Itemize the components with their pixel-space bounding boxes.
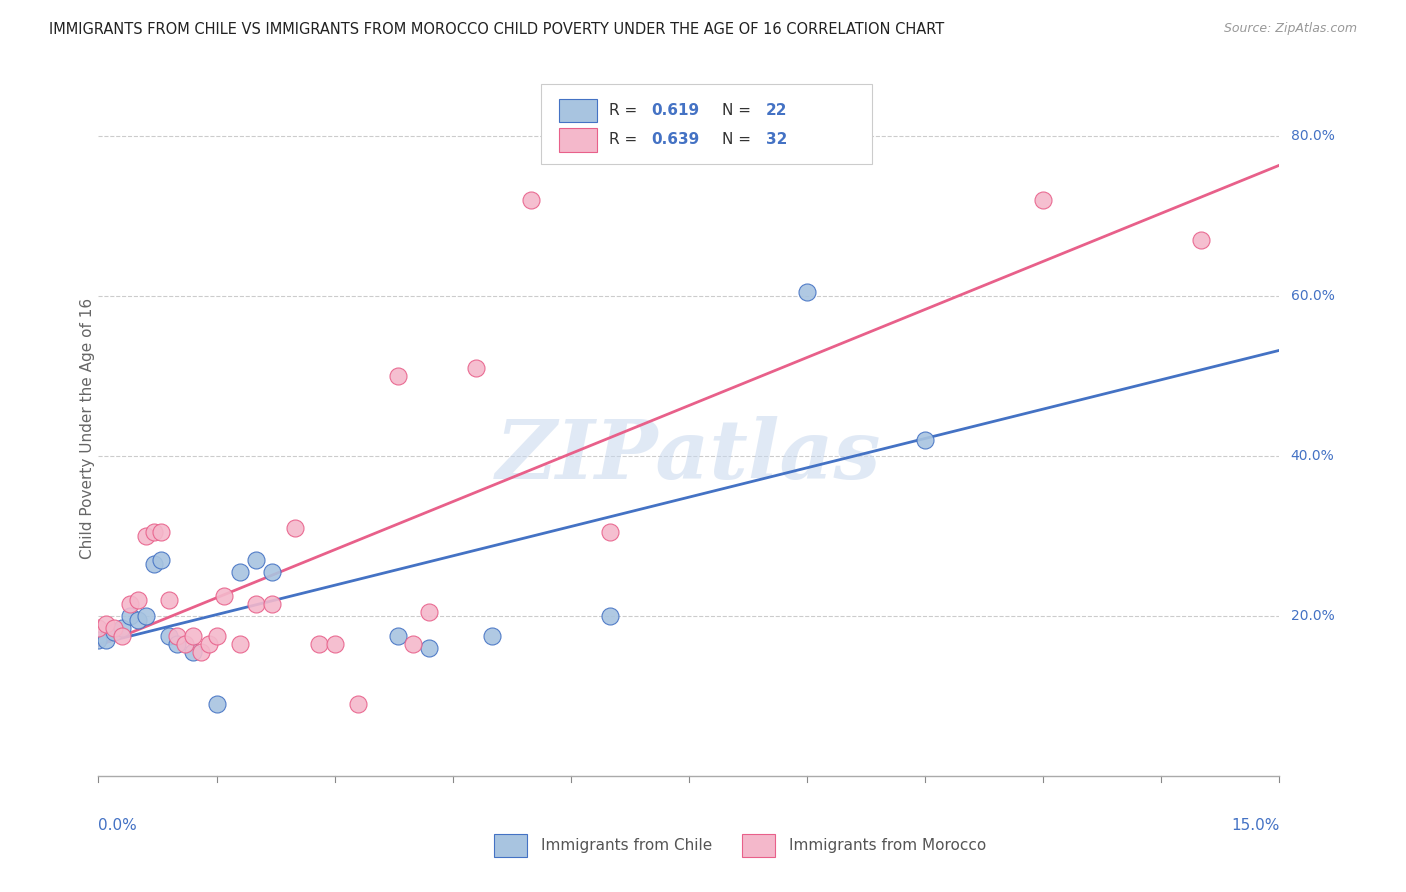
Point bbox=[111, 621, 134, 635]
Text: Immigrants from Morocco: Immigrants from Morocco bbox=[789, 838, 987, 853]
Point bbox=[127, 613, 149, 627]
Point bbox=[914, 433, 936, 447]
Point bbox=[190, 645, 212, 659]
Point bbox=[481, 629, 503, 643]
Point bbox=[245, 553, 267, 567]
Point bbox=[157, 593, 180, 607]
Text: ZIPatlas: ZIPatlas bbox=[496, 416, 882, 496]
Point bbox=[599, 525, 621, 540]
Point bbox=[214, 589, 236, 603]
Text: 40.0%: 40.0% bbox=[1291, 450, 1334, 463]
Point bbox=[284, 521, 307, 535]
Text: 32: 32 bbox=[766, 132, 787, 147]
Text: 20.0%: 20.0% bbox=[1291, 609, 1334, 624]
Text: N =: N = bbox=[723, 132, 756, 147]
Text: 0.0%: 0.0% bbox=[98, 818, 138, 833]
Y-axis label: Child Poverty Under the Age of 16: Child Poverty Under the Age of 16 bbox=[80, 298, 94, 558]
Point bbox=[87, 633, 110, 648]
Point bbox=[229, 637, 252, 651]
Text: N =: N = bbox=[723, 103, 756, 118]
Point bbox=[135, 609, 157, 624]
Point bbox=[118, 597, 141, 611]
Point bbox=[387, 629, 409, 643]
Point bbox=[260, 597, 283, 611]
FancyBboxPatch shape bbox=[742, 835, 775, 856]
Point bbox=[323, 637, 346, 651]
Point bbox=[87, 621, 110, 635]
Point bbox=[205, 629, 228, 643]
Point bbox=[197, 637, 219, 651]
Text: 60.0%: 60.0% bbox=[1291, 289, 1334, 303]
Text: 0.639: 0.639 bbox=[651, 132, 699, 147]
Point bbox=[96, 633, 118, 648]
Text: 15.0%: 15.0% bbox=[1232, 818, 1279, 833]
Point bbox=[229, 565, 252, 579]
Text: Immigrants from Chile: Immigrants from Chile bbox=[541, 838, 713, 853]
Point bbox=[347, 697, 370, 711]
Text: R =: R = bbox=[609, 132, 641, 147]
FancyBboxPatch shape bbox=[560, 99, 596, 122]
Point bbox=[157, 629, 180, 643]
Point bbox=[118, 609, 141, 624]
Point bbox=[245, 597, 267, 611]
Point bbox=[135, 529, 157, 543]
Point bbox=[1189, 233, 1212, 247]
Point bbox=[127, 593, 149, 607]
Point bbox=[142, 557, 165, 571]
Point bbox=[387, 369, 409, 384]
Point bbox=[181, 645, 204, 659]
Point bbox=[418, 605, 440, 619]
Point bbox=[142, 525, 165, 540]
Point bbox=[418, 641, 440, 656]
Point bbox=[599, 609, 621, 624]
Point bbox=[1032, 193, 1054, 207]
FancyBboxPatch shape bbox=[560, 128, 596, 152]
Point bbox=[150, 525, 173, 540]
Point bbox=[166, 637, 188, 651]
Text: 0.619: 0.619 bbox=[651, 103, 699, 118]
Point bbox=[150, 553, 173, 567]
Point bbox=[796, 285, 818, 300]
Text: Source: ZipAtlas.com: Source: ZipAtlas.com bbox=[1223, 22, 1357, 36]
Point bbox=[166, 629, 188, 643]
Point bbox=[520, 193, 543, 207]
Text: 22: 22 bbox=[766, 103, 787, 118]
FancyBboxPatch shape bbox=[494, 835, 527, 856]
Point bbox=[111, 629, 134, 643]
Point bbox=[402, 637, 425, 651]
Point bbox=[96, 617, 118, 632]
Point bbox=[103, 625, 125, 640]
Point bbox=[103, 621, 125, 635]
Point bbox=[181, 629, 204, 643]
Point bbox=[465, 361, 488, 376]
Text: 80.0%: 80.0% bbox=[1291, 129, 1334, 144]
Point bbox=[205, 697, 228, 711]
Text: IMMIGRANTS FROM CHILE VS IMMIGRANTS FROM MOROCCO CHILD POVERTY UNDER THE AGE OF : IMMIGRANTS FROM CHILE VS IMMIGRANTS FROM… bbox=[49, 22, 945, 37]
Point bbox=[308, 637, 330, 651]
Text: R =: R = bbox=[609, 103, 641, 118]
Point bbox=[174, 637, 197, 651]
FancyBboxPatch shape bbox=[541, 84, 872, 164]
Point bbox=[260, 565, 283, 579]
